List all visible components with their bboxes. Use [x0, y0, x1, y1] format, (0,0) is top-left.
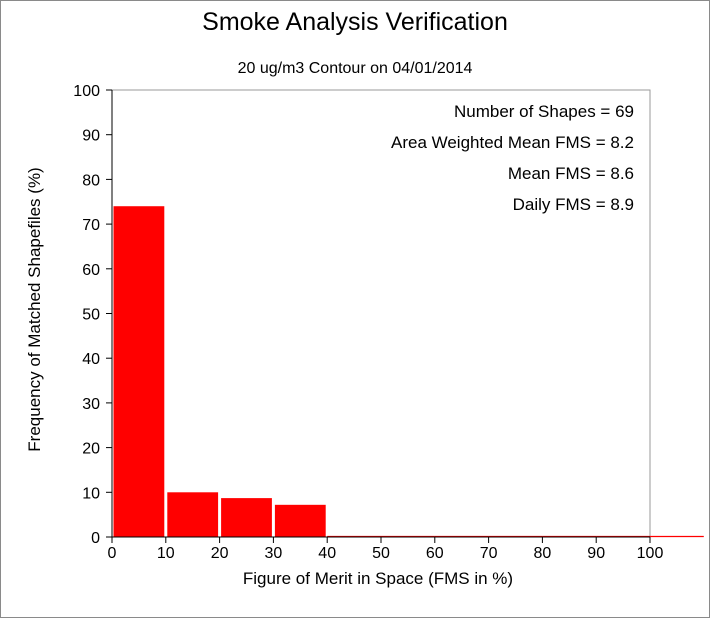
x-tick-label: 100: [637, 545, 664, 562]
x-tick-label: 10: [157, 545, 175, 562]
histogram-bar: [167, 492, 219, 537]
stats-annotation: Area Weighted Mean FMS = 8.2: [391, 133, 634, 152]
x-axis-label: Figure of Merit in Space (FMS in %): [243, 569, 513, 588]
y-tick-label: 90: [82, 128, 100, 145]
x-tick-label: 0: [108, 545, 117, 562]
y-tick-label: 30: [82, 396, 100, 413]
x-tick-label: 60: [426, 545, 444, 562]
x-tick-label: 40: [318, 545, 336, 562]
plot-area: [111, 89, 651, 538]
chart-title: Smoke Analysis Verification: [202, 8, 508, 36]
x-tick-label: 70: [480, 545, 498, 562]
histogram-bar: [113, 206, 165, 537]
y-tick-label: 40: [82, 351, 100, 368]
y-tick-label: 20: [82, 441, 100, 458]
y-tick-label: 10: [82, 485, 100, 502]
x-tick-label: 20: [211, 545, 229, 562]
x-tick-label: 90: [587, 545, 605, 562]
y-tick-label: 0: [91, 530, 100, 547]
y-tick-label: 50: [82, 307, 100, 324]
x-tick-label: 50: [372, 545, 390, 562]
stats-annotation: Daily FMS = 8.9: [513, 195, 634, 214]
chart-subtitle: 20 ug/m3 Contour on 04/01/2014: [237, 60, 473, 77]
y-axis-label: Frequency of Matched Shapefiles (%): [25, 167, 44, 451]
stats-annotation: Number of Shapes = 69: [454, 102, 634, 121]
y-tick-label: 60: [82, 262, 100, 279]
y-tick-label: 80: [82, 172, 100, 189]
histogram-bar: [221, 498, 272, 537]
histogram-bar: [274, 504, 326, 537]
x-tick-label: 30: [265, 545, 283, 562]
y-tick-label: 100: [73, 83, 100, 100]
x-tick-label: 80: [534, 545, 552, 562]
y-tick-label: 70: [82, 217, 100, 234]
stats-annotation: Mean FMS = 8.6: [508, 164, 634, 183]
